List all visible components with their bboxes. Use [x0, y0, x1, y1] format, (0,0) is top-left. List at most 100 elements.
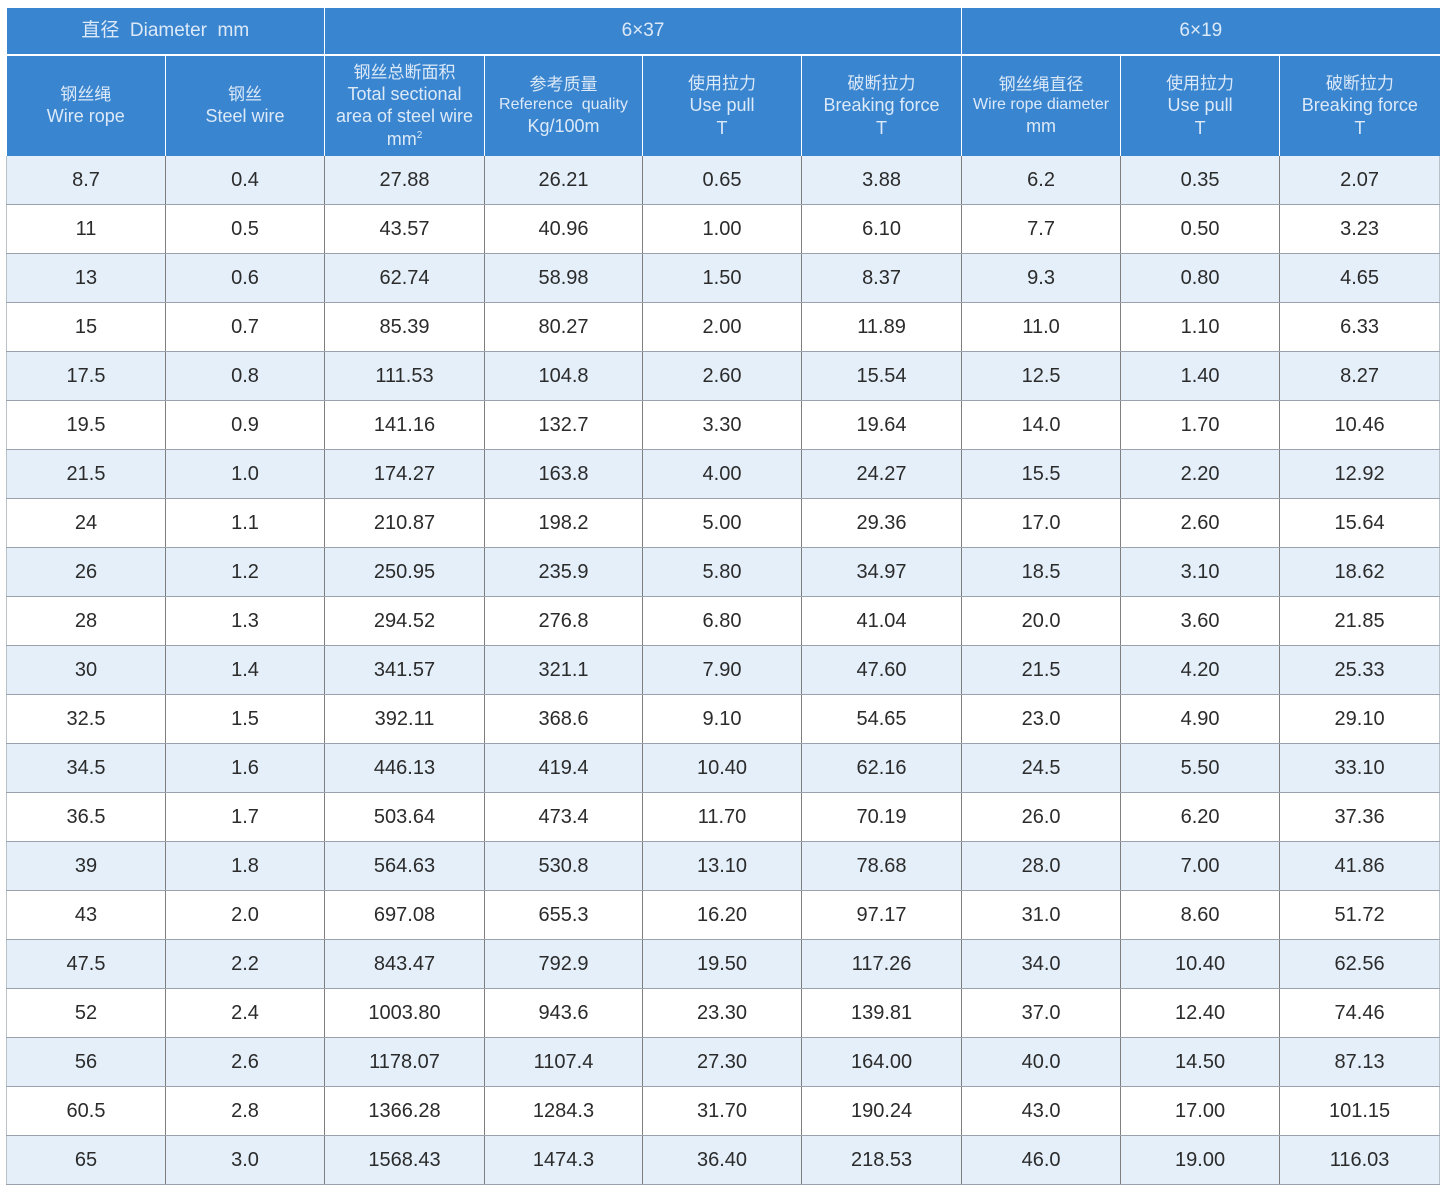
col-header-unit: mm — [1026, 116, 1057, 137]
cell-total-area: 341.57 — [324, 645, 486, 695]
cell-wire-rope: 34.5 — [6, 743, 166, 793]
cell-breaking-force-6x19: 51.72 — [1279, 890, 1441, 940]
cell-steel-wire: 2.0 — [165, 890, 326, 940]
col-header-wire-rope-diameter-6x19: 钢丝绳直径 Wire rope diameter mm — [961, 55, 1122, 156]
cell-steel-wire: 0.9 — [165, 400, 326, 450]
table-row: 19.5 0.9 141.16 132.7 3.30 19.64 14.0 1.70 10.46 — [6, 400, 1441, 450]
cell-use-pull-6x37: 1.50 — [642, 253, 803, 303]
cell-total-area: 62.74 — [324, 253, 486, 303]
table-row: 17.5 0.8 111.53 104.8 2.60 15.54 12.5 1.40 8.27 — [6, 351, 1441, 401]
cell-total-area: 1003.80 — [324, 988, 486, 1038]
cell-total-area: 43.57 — [324, 204, 486, 254]
cell-use-pull-6x19: 4.20 — [1120, 645, 1281, 695]
cell-breaking-force-6x37: 6.10 — [801, 204, 963, 254]
cell-use-pull-6x19: 10.40 — [1120, 939, 1281, 989]
cell-wire-rope: 36.5 — [6, 792, 166, 842]
cell-breaking-force-6x37: 139.81 — [801, 988, 963, 1038]
col-header-use-pull-6x19: 使用拉力 Use pull T — [1120, 55, 1281, 156]
table-row: 24 1.1 210.87 198.2 5.00 29.36 17.0 2.60 15.64 — [6, 498, 1441, 548]
cell-total-area: 210.87 — [324, 498, 486, 548]
cell-wire-rope-diameter-6x19: 34.0 — [961, 939, 1122, 989]
cell-wire-rope-diameter-6x19: 7.7 — [961, 204, 1122, 254]
cell-use-pull-6x19: 1.40 — [1120, 351, 1281, 401]
table-row: 11 0.5 43.57 40.96 1.00 6.10 7.7 0.50 3.23 — [6, 204, 1441, 254]
cell-steel-wire: 1.7 — [165, 792, 326, 842]
cell-use-pull-6x37: 5.80 — [642, 547, 803, 597]
cell-wire-rope: 19.5 — [6, 400, 166, 450]
col-header-cn: 破断拉力 — [847, 73, 916, 93]
cell-breaking-force-6x19: 18.62 — [1279, 547, 1441, 597]
table-row: 26 1.2 250.95 235.9 5.80 34.97 18.5 3.10 18.62 — [6, 547, 1441, 597]
cell-wire-rope-diameter-6x19: 21.5 — [961, 645, 1122, 695]
table-row: 36.5 1.7 503.64 473.4 11.70 70.19 26.0 6.20 37.3… — [6, 792, 1441, 842]
cell-reference-quality: 198.2 — [484, 498, 644, 548]
cell-breaking-force-6x37: 3.88 — [801, 156, 963, 205]
cell-use-pull-6x37: 2.60 — [642, 351, 803, 401]
col-header-en: Wire rope — [46, 106, 125, 127]
col-header-en: Wire rope diameter — [973, 96, 1110, 114]
cell-reference-quality: 40.96 — [484, 204, 644, 254]
table-row: 15 0.7 85.39 80.27 2.00 11.89 11.0 1.10 6.33 — [6, 302, 1441, 352]
col-header-en: Total sectional — [347, 83, 462, 104]
wire-rope-spec-table-container: 直径 Diameter mm 6×37 6×19 钢丝绳 Wire rope 钢… — [6, 8, 1441, 1185]
cell-breaking-force-6x37: 19.64 — [801, 400, 963, 450]
cell-use-pull-6x37: 5.00 — [642, 498, 803, 548]
cell-wire-rope: 56 — [6, 1037, 166, 1087]
cell-breaking-force-6x19: 3.23 — [1279, 204, 1441, 254]
cell-steel-wire: 1.6 — [165, 743, 326, 793]
cell-use-pull-6x37: 19.50 — [642, 939, 803, 989]
col-header-cn: 钢丝 — [228, 85, 262, 105]
cell-breaking-force-6x37: 218.53 — [801, 1135, 963, 1185]
cell-reference-quality: 1284.3 — [484, 1086, 644, 1136]
cell-use-pull-6x37: 13.10 — [642, 841, 803, 891]
col-header-unit: T — [1194, 117, 1206, 138]
cell-wire-rope-diameter-6x19: 18.5 — [961, 547, 1122, 597]
group-header-6x19: 6×19 — [961, 8, 1440, 56]
diameter-group-header: 直径 Diameter mm — [6, 8, 326, 56]
cell-use-pull-6x19: 7.00 — [1120, 841, 1281, 891]
cell-wire-rope: 21.5 — [6, 449, 166, 499]
cell-reference-quality: 792.9 — [484, 939, 644, 989]
cell-breaking-force-6x19: 2.07 — [1279, 156, 1441, 205]
cell-total-area: 250.95 — [324, 547, 486, 597]
cell-total-area: 85.39 — [324, 302, 486, 352]
header-column-row: 钢丝绳 Wire rope 钢丝 Steel wire 钢丝总断面积 Total… — [6, 55, 1440, 156]
cell-total-area: 446.13 — [324, 743, 486, 793]
cell-use-pull-6x19: 0.80 — [1120, 253, 1281, 303]
cell-steel-wire: 0.5 — [165, 204, 326, 254]
cell-breaking-force-6x37: 70.19 — [801, 792, 963, 842]
cell-reference-quality: 368.6 — [484, 694, 644, 744]
cell-use-pull-6x37: 2.00 — [642, 302, 803, 352]
cell-breaking-force-6x19: 33.10 — [1279, 743, 1441, 793]
col-header-en: Use pull — [689, 95, 755, 116]
cell-wire-rope-diameter-6x19: 24.5 — [961, 743, 1122, 793]
cell-wire-rope-diameter-6x19: 15.5 — [961, 449, 1122, 499]
cell-wire-rope-diameter-6x19: 12.5 — [961, 351, 1122, 401]
col-header-use-pull-6x37: 使用拉力 Use pull T — [642, 55, 803, 156]
col-header-cn: 使用拉力 — [688, 73, 757, 93]
cell-steel-wire: 1.0 — [165, 449, 326, 499]
cell-wire-rope-diameter-6x19: 43.0 — [961, 1086, 1122, 1136]
col-header-breaking-force-6x37: 破断拉力 Breaking force T — [801, 55, 963, 156]
col-header-en: Reference quality — [499, 96, 628, 114]
cell-use-pull-6x37: 11.70 — [642, 792, 803, 842]
cell-total-area: 1178.07 — [324, 1037, 486, 1087]
cell-use-pull-6x37: 9.10 — [642, 694, 803, 744]
cell-use-pull-6x19: 2.20 — [1120, 449, 1281, 499]
cell-breaking-force-6x19: 116.03 — [1279, 1135, 1441, 1185]
cell-breaking-force-6x37: 62.16 — [801, 743, 963, 793]
cell-breaking-force-6x37: 97.17 — [801, 890, 963, 940]
table-row: 34.5 1.6 446.13 419.4 10.40 62.16 24.5 5.50 33.1… — [6, 743, 1441, 793]
cell-use-pull-6x19: 3.60 — [1120, 596, 1281, 646]
cell-wire-rope: 32.5 — [6, 694, 166, 744]
cell-steel-wire: 0.6 — [165, 253, 326, 303]
table-row: 60.5 2.8 1366.28 1284.3 31.70 190.24 43.0 17.00… — [6, 1086, 1441, 1136]
cell-wire-rope-diameter-6x19: 6.2 — [961, 156, 1122, 205]
cell-wire-rope: 60.5 — [6, 1086, 166, 1136]
cell-use-pull-6x37: 4.00 — [642, 449, 803, 499]
cell-reference-quality: 321.1 — [484, 645, 644, 695]
cell-breaking-force-6x37: 41.04 — [801, 596, 963, 646]
cell-steel-wire: 1.8 — [165, 841, 326, 891]
table-row: 39 1.8 564.63 530.8 13.10 78.68 28.0 7.00 41.86 — [6, 841, 1441, 891]
cell-breaking-force-6x37: 15.54 — [801, 351, 963, 401]
